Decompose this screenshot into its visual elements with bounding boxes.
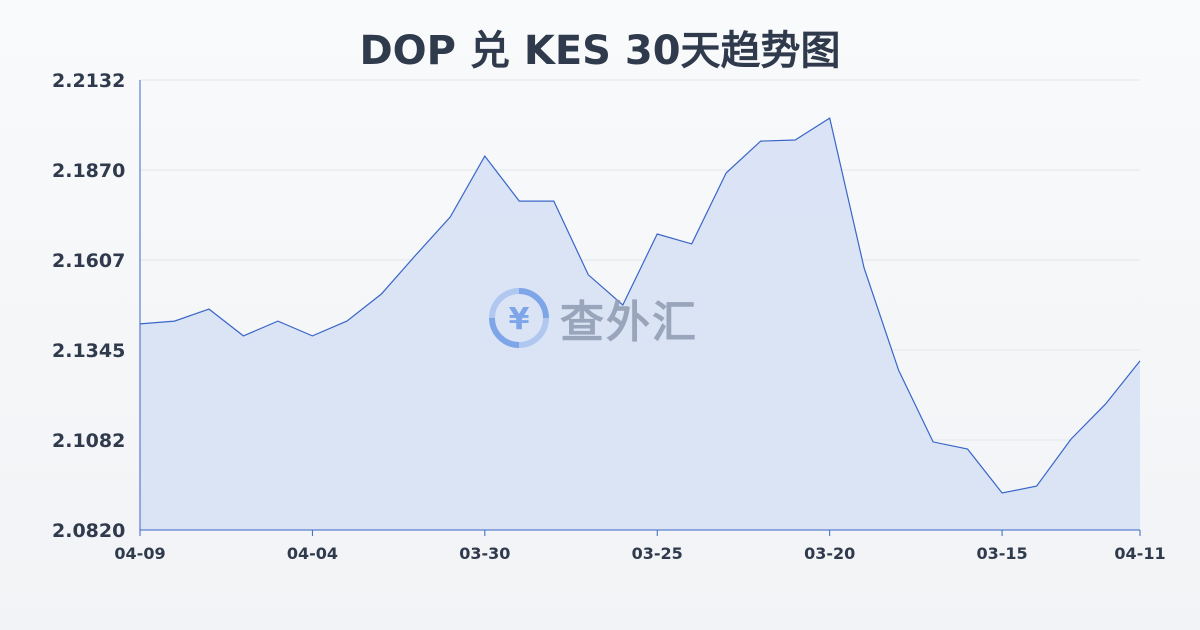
- y-tick-label: 2.2132: [52, 70, 125, 92]
- y-tick-label: 2.1345: [52, 340, 125, 362]
- chart-title: DOP 兑 KES 30天趋势图: [359, 28, 841, 74]
- x-tick-label: 03-25: [632, 544, 683, 563]
- series-line: [139, 117, 1141, 494]
- x-tick-label: 03-15: [976, 544, 1027, 563]
- area-fill: [140, 118, 1140, 530]
- watermark: ¥ 查外汇: [488, 286, 698, 350]
- x-tick-label: 03-30: [459, 544, 510, 563]
- svg-text:¥: ¥: [509, 302, 530, 337]
- x-tick-label: 03-20: [804, 544, 855, 563]
- y-tick-label: 2.1082: [52, 430, 125, 452]
- x-tick-label: 04-09: [114, 544, 165, 563]
- x-tick-label: 04-04: [287, 544, 338, 563]
- x-tick-label: 04-11: [1114, 544, 1165, 563]
- y-tick-label: 2.1607: [52, 250, 125, 272]
- y-tick-label: 2.0820: [52, 520, 125, 542]
- yen-exchange-icon: ¥: [489, 288, 549, 348]
- y-tick-label: 2.1870: [52, 160, 125, 182]
- watermark-text: 查外汇: [560, 297, 698, 348]
